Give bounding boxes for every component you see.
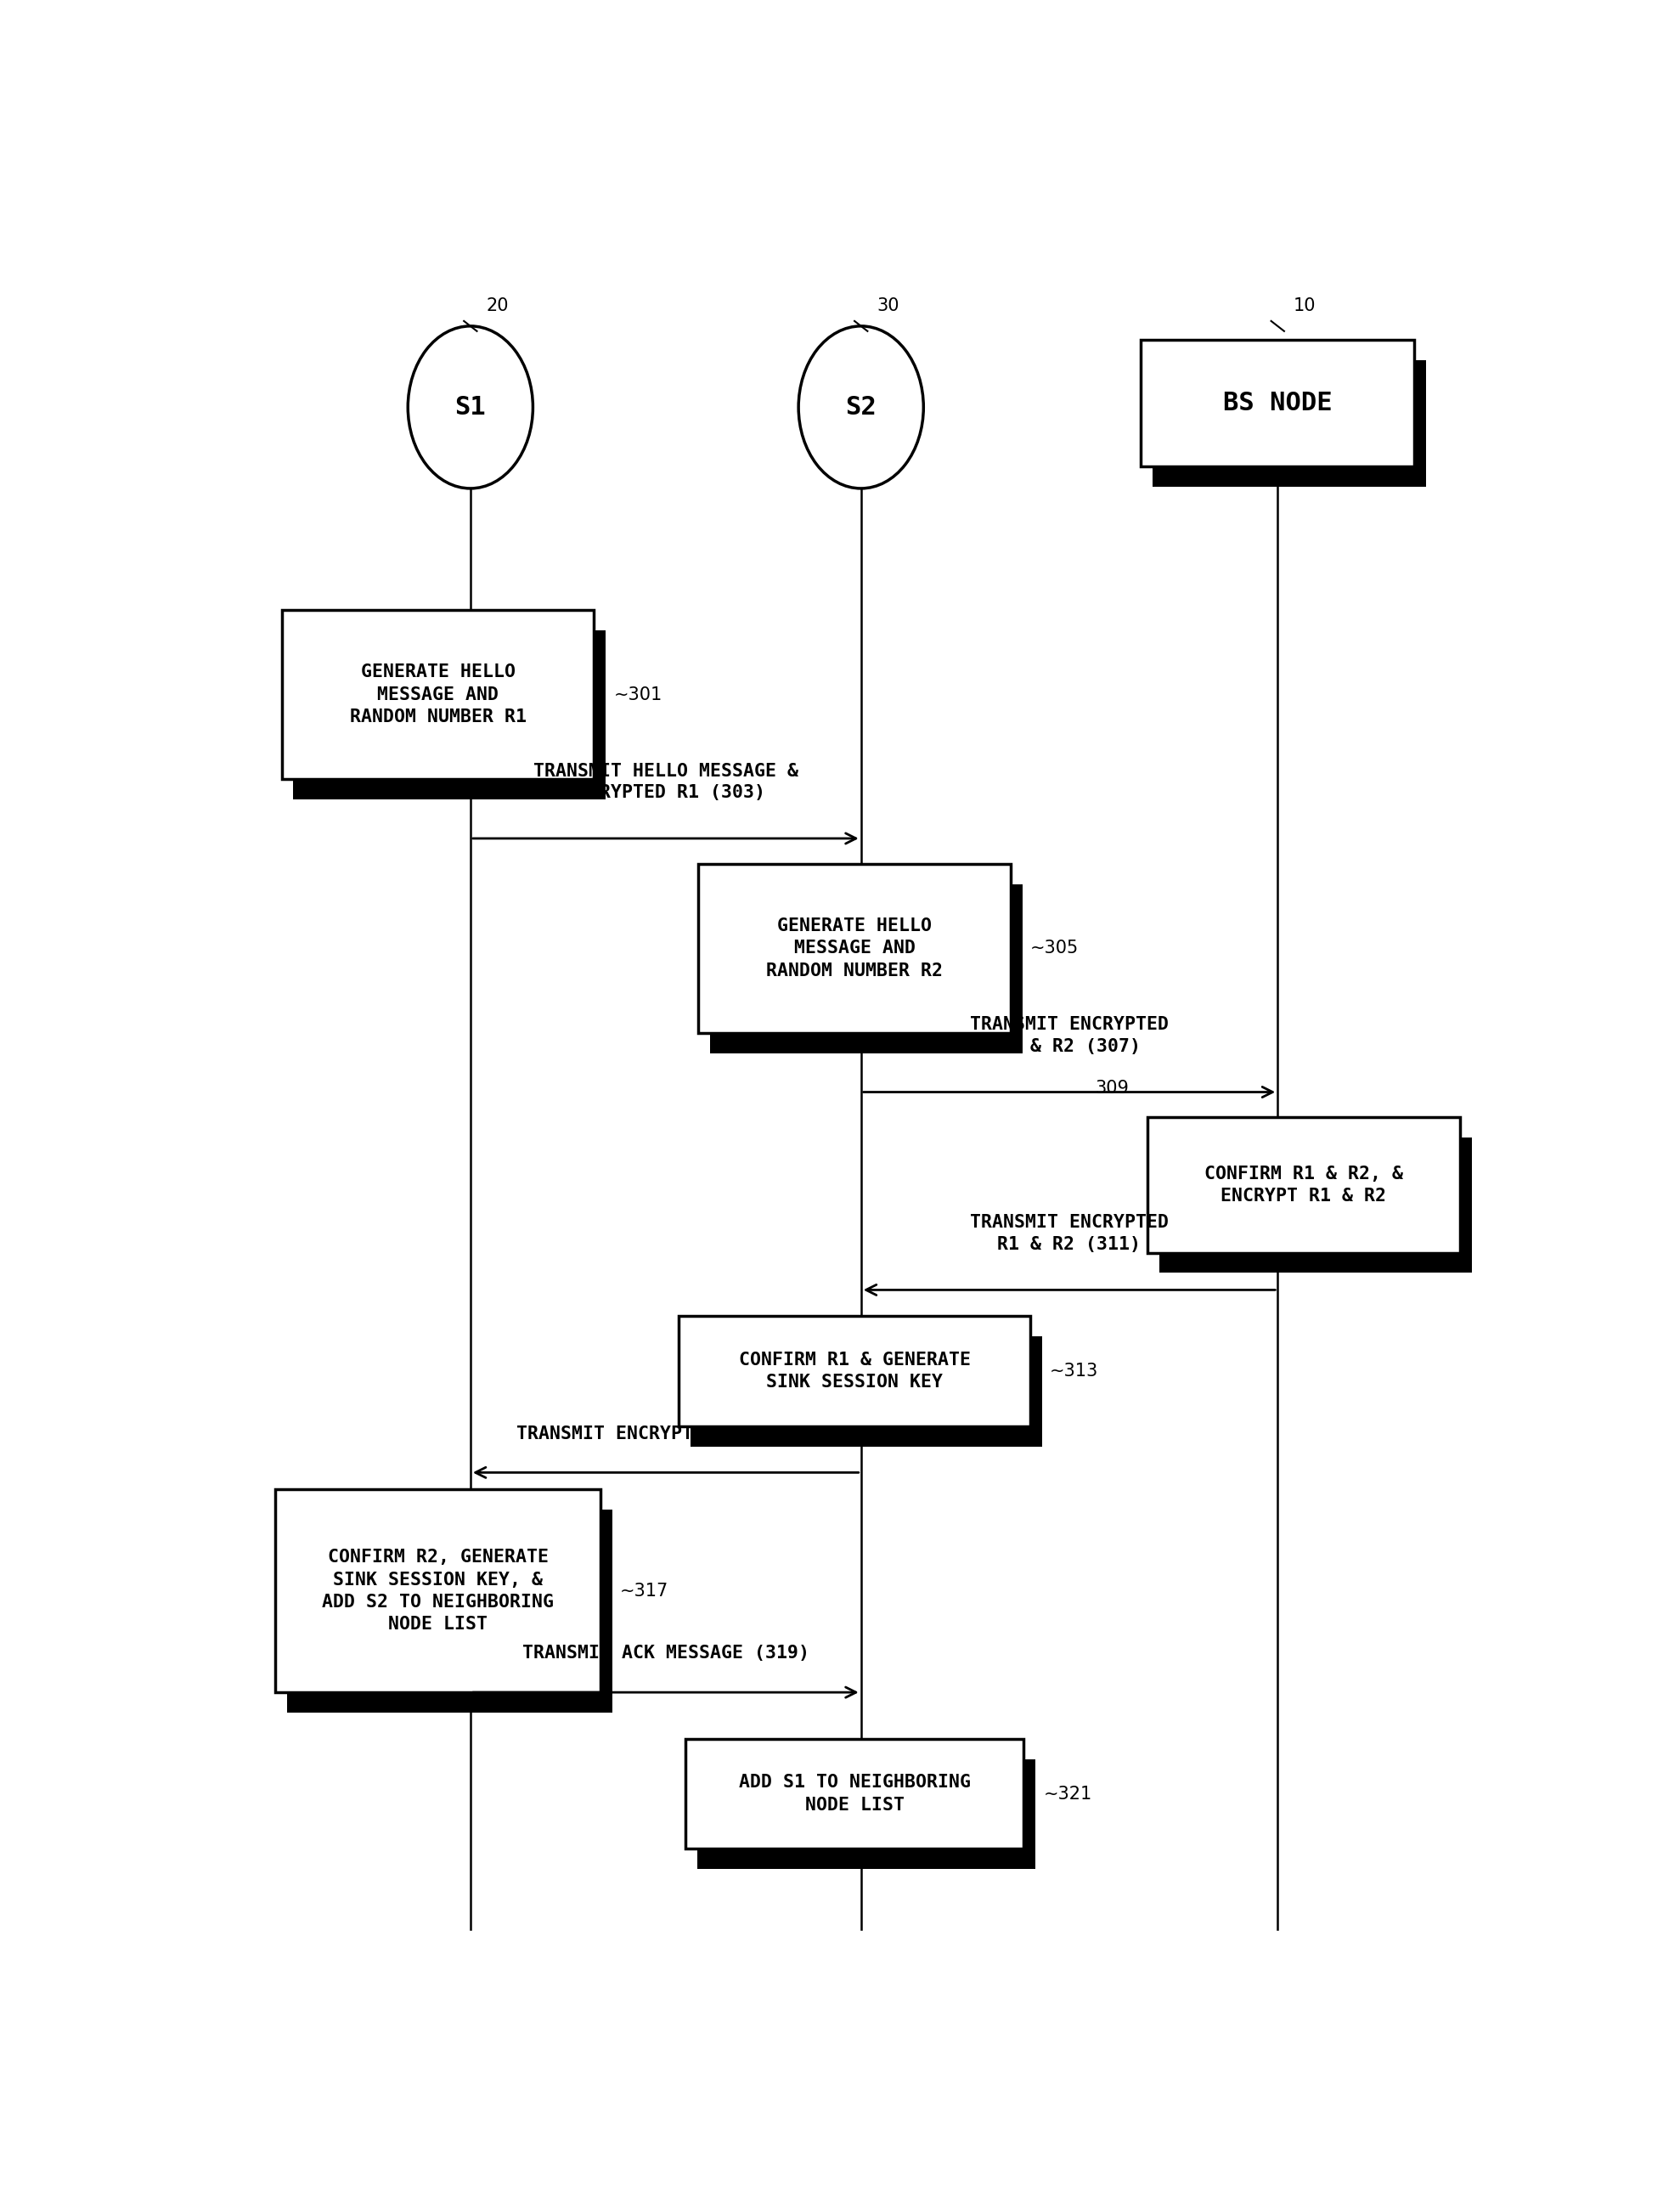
- Text: ~321: ~321: [1043, 1785, 1092, 1803]
- Bar: [287, 1509, 612, 1713]
- Bar: [697, 1759, 1035, 1869]
- Bar: [294, 630, 606, 799]
- Text: BS NODE: BS NODE: [1223, 391, 1332, 415]
- Text: CONFIRM R1 & R2, &
ENCRYPT R1 & R2: CONFIRM R1 & R2, & ENCRYPT R1 & R2: [1205, 1166, 1403, 1206]
- Text: TRANSMIT ENCRYPTED
R1 & R2 (307): TRANSMIT ENCRYPTED R1 & R2 (307): [969, 1017, 1169, 1054]
- Text: TRANSMIT ENCRYPTED R2 (315): TRANSMIT ENCRYPTED R2 (315): [517, 1425, 815, 1443]
- Bar: [1152, 360, 1426, 488]
- Text: ADD S1 TO NEIGHBORING
NODE LIST: ADD S1 TO NEIGHBORING NODE LIST: [739, 1774, 971, 1814]
- Bar: [282, 610, 595, 780]
- Text: TRANSMIT ACK MESSAGE (319): TRANSMIT ACK MESSAGE (319): [522, 1645, 810, 1662]
- Text: 309: 309: [1095, 1080, 1129, 1098]
- Bar: [679, 1315, 1030, 1425]
- Text: CONFIRM R2, GENERATE
SINK SESSION KEY, &
ADD S2 TO NEIGHBORING
NODE LIST: CONFIRM R2, GENERATE SINK SESSION KEY, &…: [323, 1548, 554, 1634]
- Bar: [690, 1337, 1042, 1447]
- Bar: [685, 1739, 1023, 1849]
- Text: S1: S1: [455, 395, 486, 419]
- Bar: [699, 863, 1011, 1032]
- Bar: [1147, 1118, 1460, 1252]
- Bar: [1159, 1138, 1472, 1274]
- Text: ~313: ~313: [1050, 1362, 1099, 1379]
- Text: ~317: ~317: [620, 1583, 669, 1599]
- Text: GENERATE HELLO
MESSAGE AND
RANDOM NUMBER R2: GENERATE HELLO MESSAGE AND RANDOM NUMBER…: [766, 918, 942, 979]
- Text: GENERATE HELLO
MESSAGE AND
RANDOM NUMBER R1: GENERATE HELLO MESSAGE AND RANDOM NUMBER…: [349, 663, 526, 725]
- Text: S2: S2: [845, 395, 877, 419]
- Text: 20: 20: [486, 296, 509, 314]
- Bar: [711, 885, 1023, 1054]
- Text: 10: 10: [1294, 296, 1315, 314]
- Bar: [276, 1489, 601, 1693]
- Text: ~301: ~301: [613, 685, 662, 703]
- Text: 30: 30: [877, 296, 899, 314]
- Text: TRANSMIT ENCRYPTED
R1 & R2 (311): TRANSMIT ENCRYPTED R1 & R2 (311): [969, 1214, 1169, 1252]
- Text: CONFIRM R1 & GENERATE
SINK SESSION KEY: CONFIRM R1 & GENERATE SINK SESSION KEY: [739, 1351, 971, 1390]
- Text: ~305: ~305: [1030, 940, 1079, 957]
- Bar: [1141, 340, 1415, 466]
- Text: TRANSMIT HELLO MESSAGE &
ENCRYPTED R1 (303): TRANSMIT HELLO MESSAGE & ENCRYPTED R1 (3…: [533, 762, 798, 802]
